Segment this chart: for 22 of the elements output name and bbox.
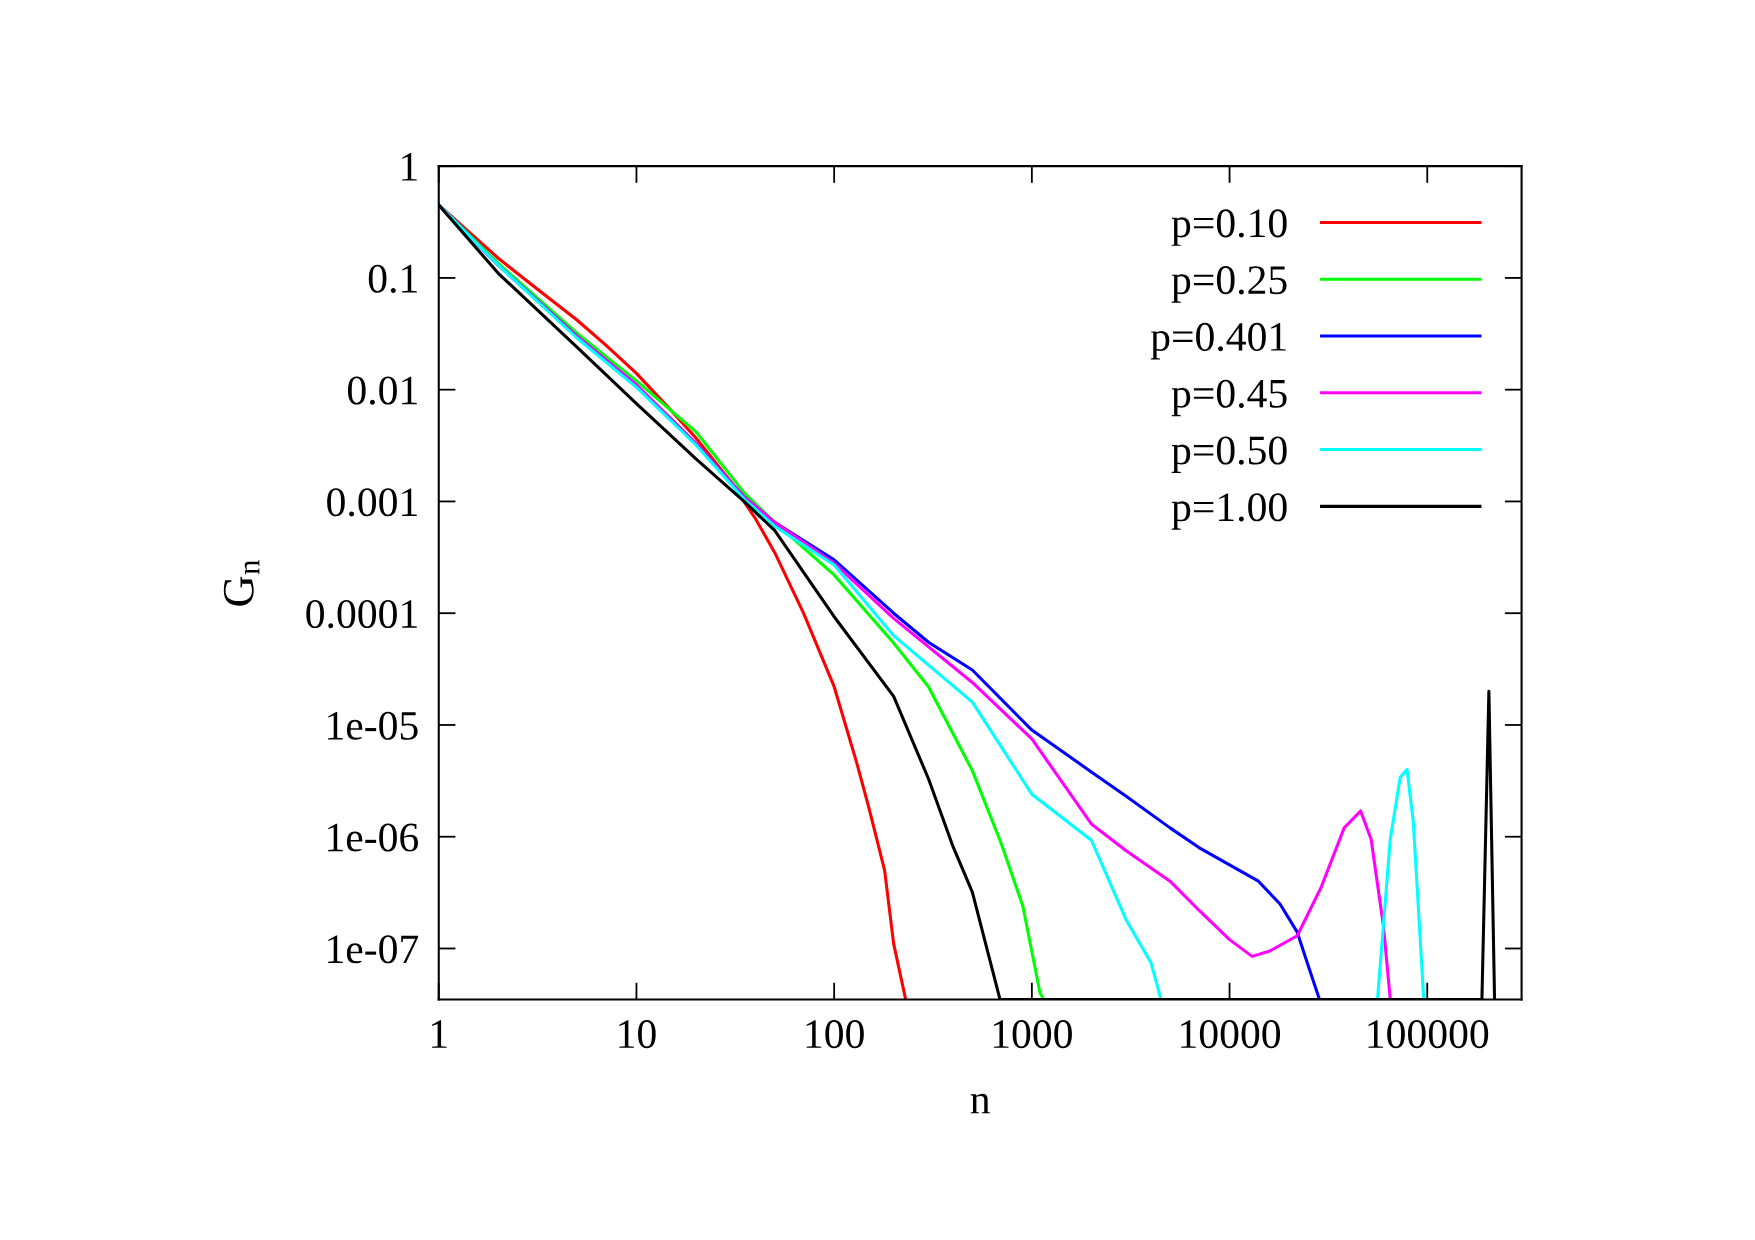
y-tick-label: 0.01 bbox=[347, 376, 417, 405]
y-axis-title: G$_{n}$ bbox=[223, 559, 260, 606]
y-tick-label: 1e-07 bbox=[328, 935, 419, 964]
legend-label: p=0.45 bbox=[1171, 379, 1287, 417]
legend-label: p=0.401 bbox=[1150, 322, 1286, 360]
y-tick-label: 0.0001 bbox=[306, 599, 417, 629]
legend-label: p=0.25 bbox=[1171, 266, 1287, 303]
y-tick-label: 0.001 bbox=[327, 488, 417, 517]
y-tick-label: 1e-05 bbox=[328, 711, 418, 740]
x-tick-label: 10000 bbox=[1181, 1020, 1281, 1049]
legend-label: p=1.00 bbox=[1171, 493, 1287, 530]
legend-label: p=0.50 bbox=[1171, 436, 1287, 474]
x-tick-label: 10 bbox=[619, 1020, 656, 1049]
y-tick-label: 1 bbox=[402, 153, 417, 181]
y-tick-label: 1e-06 bbox=[328, 823, 419, 852]
x-tick-label: 100 bbox=[806, 1020, 864, 1049]
x-tick-label: 1 bbox=[432, 1020, 447, 1048]
y-tick-label: 0.1 bbox=[368, 264, 417, 293]
x-axis-title: n bbox=[970, 1093, 990, 1114]
x-tick-label: 1000 bbox=[993, 1020, 1072, 1049]
x-tick-label: 100000 bbox=[1368, 1020, 1489, 1049]
legend-label: p=0.10 bbox=[1171, 209, 1287, 246]
